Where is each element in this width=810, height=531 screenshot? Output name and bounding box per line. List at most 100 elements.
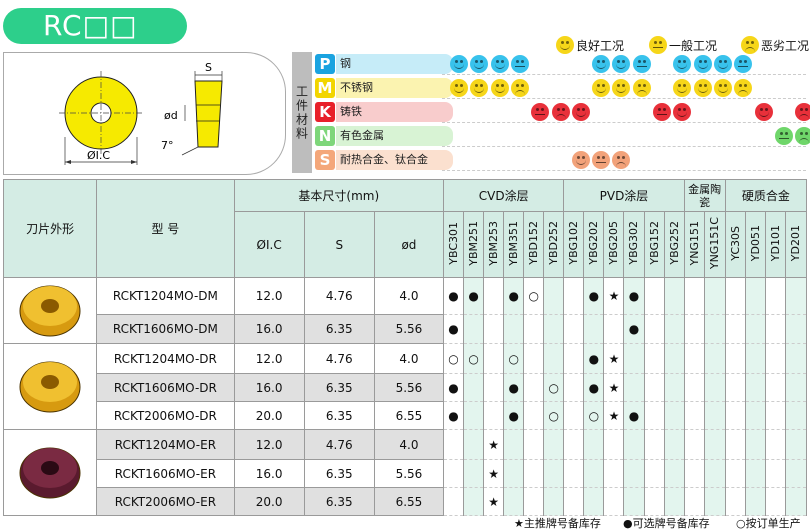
good-face-icon xyxy=(592,55,611,73)
grade-name: YNG151 xyxy=(687,220,701,266)
insert-diagram: ØI.C S ød 7° xyxy=(3,52,286,175)
material-code-badge: N xyxy=(315,126,335,146)
d-dimension-label: ød xyxy=(164,109,178,122)
grade-availability-cell xyxy=(583,314,605,344)
grade-name: YD051 xyxy=(748,224,762,262)
legend-fair-label: 一般工况 xyxy=(669,38,718,53)
table-row: RCKT1606MO-DR 16.0 6.35 5.56 ● ● ○ ● ★ xyxy=(4,373,808,402)
footer-dot-note: ●可选牌号备库存 xyxy=(623,517,710,530)
grade-availability-cell xyxy=(784,429,808,460)
d-cell: 6.55 xyxy=(373,401,445,430)
fair-face-icon xyxy=(649,36,667,54)
grade-availability-cell xyxy=(703,459,726,488)
grade-availability-cell xyxy=(724,373,746,402)
grade-name: YBG202 xyxy=(587,221,601,265)
grade-availability-cell xyxy=(603,459,625,488)
grade-availability-cell xyxy=(744,429,766,460)
grade-availability-cell: ★ xyxy=(483,429,505,460)
col-s-header: S xyxy=(303,211,375,278)
good-face-icon xyxy=(673,55,692,73)
grade-availability-cell xyxy=(703,401,726,430)
grade-availability-cell: ○ xyxy=(523,276,545,316)
s-cell: 6.35 xyxy=(303,401,375,430)
grade-availability-cell xyxy=(523,373,545,402)
good-face-icon xyxy=(450,79,468,97)
grade-availability-cell xyxy=(563,459,585,488)
material-name: 有色金属 xyxy=(336,126,453,146)
grade-availability-cell xyxy=(583,429,605,460)
materials-side-label: 工件材料 xyxy=(292,52,312,173)
grade-availability-cell xyxy=(583,487,605,516)
fair-face-icon xyxy=(592,151,611,169)
insert-shape-image xyxy=(2,429,98,516)
grade-name: YBM351 xyxy=(507,220,521,266)
grade-availability-cell xyxy=(483,373,505,402)
grade-availability-cell xyxy=(724,429,746,460)
insert-photo-icon xyxy=(19,361,81,413)
col-d-header: ød xyxy=(373,211,445,278)
grade-availability-cell xyxy=(483,343,505,374)
cvd-group-header: CVD涂层 xyxy=(443,179,565,212)
grade-availability-cell xyxy=(563,276,585,316)
grade-availability-cell: ★ xyxy=(603,343,625,374)
grade-availability-cell xyxy=(563,373,585,402)
grade-header-yd051: YD051 xyxy=(744,211,766,278)
grade-header-yng151c: YNG151C xyxy=(703,211,726,278)
ic-cell: 20.0 xyxy=(233,487,305,516)
grade-availability-cell: ● xyxy=(443,314,465,344)
grade-availability-cell xyxy=(784,401,808,430)
grade-name: YD101 xyxy=(768,224,782,262)
good-face-icon xyxy=(673,103,692,121)
grade-header-yd201: YD201 xyxy=(784,211,808,278)
grade-availability-cell xyxy=(683,276,705,316)
grade-availability-cell xyxy=(463,487,485,516)
grade-availability-cell xyxy=(563,429,585,460)
grade-availability-cell xyxy=(683,373,705,402)
grade-name: YBG252 xyxy=(667,221,681,265)
legend-good: 良好工况 xyxy=(556,36,624,54)
good-face-icon xyxy=(693,79,712,97)
grade-availability-cell: ★ xyxy=(483,459,505,488)
grade-header-ybd252: YBD252 xyxy=(543,211,565,278)
grade-name: YBG102 xyxy=(567,221,581,265)
grade-availability-cell: ★ xyxy=(603,401,625,430)
table-row: RCKT1606MO-ER 16.0 6.35 5.56 ★ xyxy=(4,459,808,488)
grade-availability-cell xyxy=(463,429,485,460)
grade-availability-cell xyxy=(603,314,625,344)
good-face-icon xyxy=(693,55,712,73)
grade-availability-cell: ● xyxy=(583,343,605,374)
model-cell: RCKT2006MO-ER xyxy=(96,487,235,516)
legend-good-label: 良好工况 xyxy=(576,38,625,53)
good-face-icon xyxy=(673,79,692,97)
good-face-icon xyxy=(612,79,631,97)
insert-shape-image xyxy=(2,343,98,430)
grade-availability-cell xyxy=(764,487,786,516)
table-row: RCKT2006MO-ER 20.0 6.35 6.55 ★ xyxy=(4,487,808,516)
grade-availability-cell: ● xyxy=(443,401,465,430)
fair-face-icon xyxy=(734,55,753,73)
table-row: RCKT1204MO-DM 12.0 4.76 4.0 ● ● ● ○ ● ★ ● xyxy=(2,276,808,344)
grade-availability-cell xyxy=(703,429,726,460)
grade-availability-cell xyxy=(724,276,746,316)
s-cell: 4.76 xyxy=(303,343,375,374)
grade-availability-cell xyxy=(623,487,645,516)
grade-header-ybg202: YBG202 xyxy=(583,211,605,278)
grade-availability-cell xyxy=(703,373,726,402)
d-cell: 6.55 xyxy=(373,487,445,516)
grade-header-yc30s: YC30S xyxy=(724,211,746,278)
grade-table: 刀片外形 型 号 基本尺寸(mm) CVD涂层 PVD涂层 金属陶瓷 硬质合金 … xyxy=(2,179,808,516)
grade-availability-cell: ● xyxy=(463,276,485,316)
grade-availability-cell xyxy=(623,429,645,460)
grade-header-ybg205: YBG205 xyxy=(603,211,625,278)
bad-face-icon xyxy=(795,127,810,145)
grade-availability-cell xyxy=(563,487,585,516)
grade-availability-cell xyxy=(703,314,726,344)
ic-cell: 12.0 xyxy=(233,343,305,374)
col-ic-header: ØI.C xyxy=(233,211,305,278)
carbide-group-header: 硬质合金 xyxy=(724,179,808,212)
d-cell: 5.56 xyxy=(373,459,445,488)
grade-availability-cell xyxy=(603,487,625,516)
grade-availability-cell: ○ xyxy=(443,343,465,374)
grade-availability-cell xyxy=(683,459,705,488)
model-cell: RCKT1606MO-DM xyxy=(96,314,235,344)
